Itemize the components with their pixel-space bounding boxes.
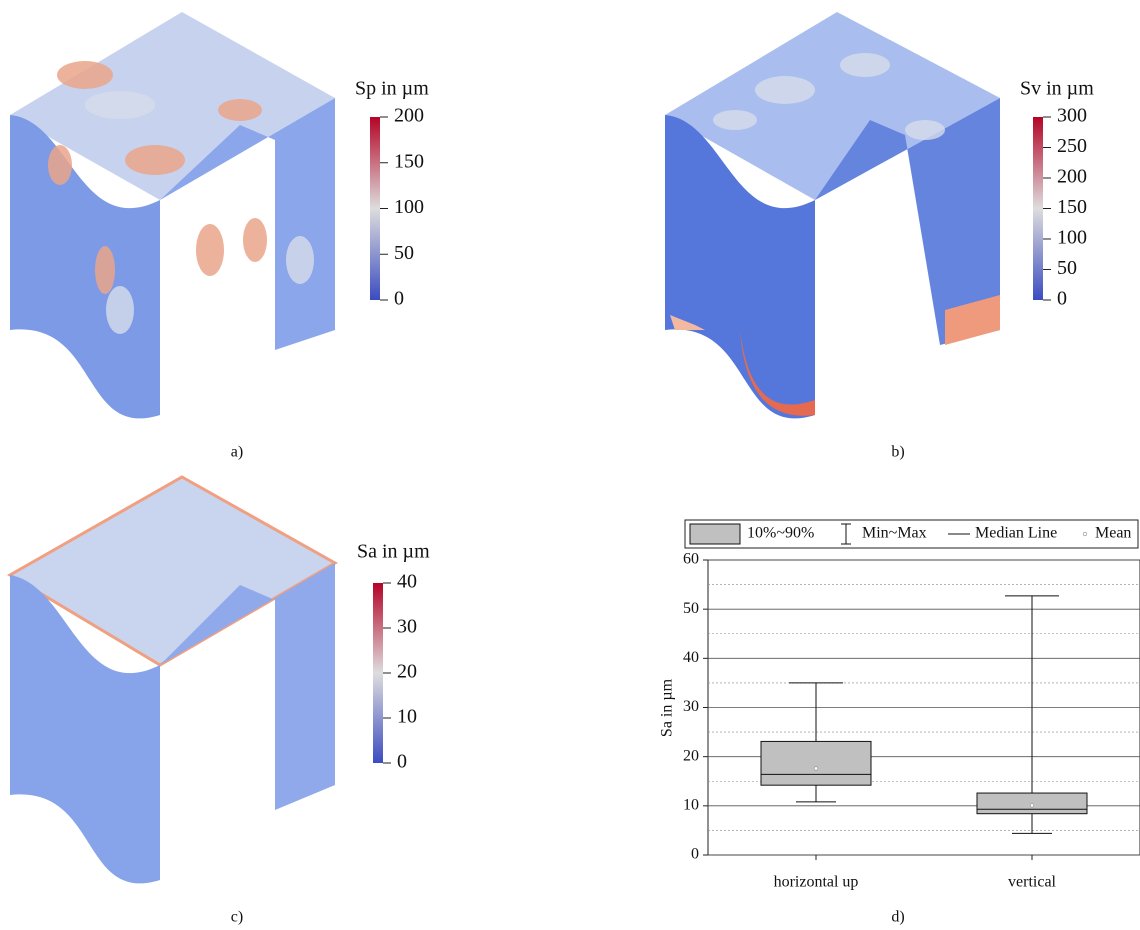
colorbar-tick-label: 250	[1057, 135, 1087, 157]
colorbar-tick-label: 0	[1057, 288, 1067, 310]
y-tick-label: 40	[683, 649, 699, 666]
colorbar-tick-label: 0	[394, 288, 404, 310]
mean	[1030, 804, 1034, 808]
panel-label: c)	[231, 909, 243, 926]
colorbar	[373, 583, 383, 763]
legend-swatch	[690, 524, 740, 544]
render-c	[10, 477, 335, 883]
box	[761, 741, 871, 785]
y-tick-label: 60	[683, 551, 699, 568]
y-tick-label: 30	[683, 698, 699, 715]
colorbar-tick-label: 40	[397, 571, 417, 593]
colorbar-tick-label: 100	[394, 196, 424, 218]
x-tick-label: horizontal up	[774, 874, 859, 891]
render-a	[10, 12, 335, 418]
colorbar-tick-label: 20	[397, 661, 417, 683]
colorbar-title: Sv in µm	[1020, 78, 1094, 100]
colorbar-tick-label: 200	[1057, 166, 1087, 188]
colorbar-tick-label: 100	[1057, 227, 1087, 249]
panel-label: b)	[891, 444, 904, 461]
legend-label: Median Line	[975, 525, 1057, 542]
colorbar-title: Sa in µm	[357, 541, 430, 563]
colorbar-tick-label: 150	[1057, 196, 1087, 218]
legend-mean	[1083, 532, 1087, 536]
colorbar	[370, 117, 380, 300]
colorbar-tick-label: 300	[1057, 105, 1087, 127]
figure: a) b) c) d) Sa in µm Sp in µm05010015020…	[0, 0, 1140, 930]
legend-label: Mean	[1095, 525, 1131, 542]
colorbar-tick-label: 30	[397, 616, 417, 638]
y-tick-label: 50	[683, 600, 699, 617]
x-tick-label: vertical	[1008, 874, 1057, 891]
colorbar-tick-label: 150	[394, 150, 424, 172]
y-tick-label: 0	[691, 846, 699, 863]
colorbar-tick-label: 10	[397, 706, 417, 728]
legend-label: 10%~90%	[747, 525, 814, 542]
y-axis-label: Sa in µm	[659, 678, 676, 737]
legend-label: Min~Max	[862, 525, 927, 542]
colorbar-tick-label: 0	[397, 751, 407, 773]
colorbar-tick-label: 200	[394, 105, 424, 127]
colorbar-title: Sp in µm	[355, 78, 429, 100]
render-b	[665, 12, 1000, 418]
colorbar-tick-label: 50	[1057, 257, 1077, 279]
y-tick-label: 10	[683, 797, 699, 814]
mean	[814, 767, 818, 771]
panel-label: d)	[891, 909, 904, 926]
panel-label: a)	[231, 444, 243, 461]
y-tick-label: 20	[683, 747, 699, 764]
colorbar-tick-label: 50	[394, 242, 414, 264]
colorbar	[1033, 117, 1043, 300]
